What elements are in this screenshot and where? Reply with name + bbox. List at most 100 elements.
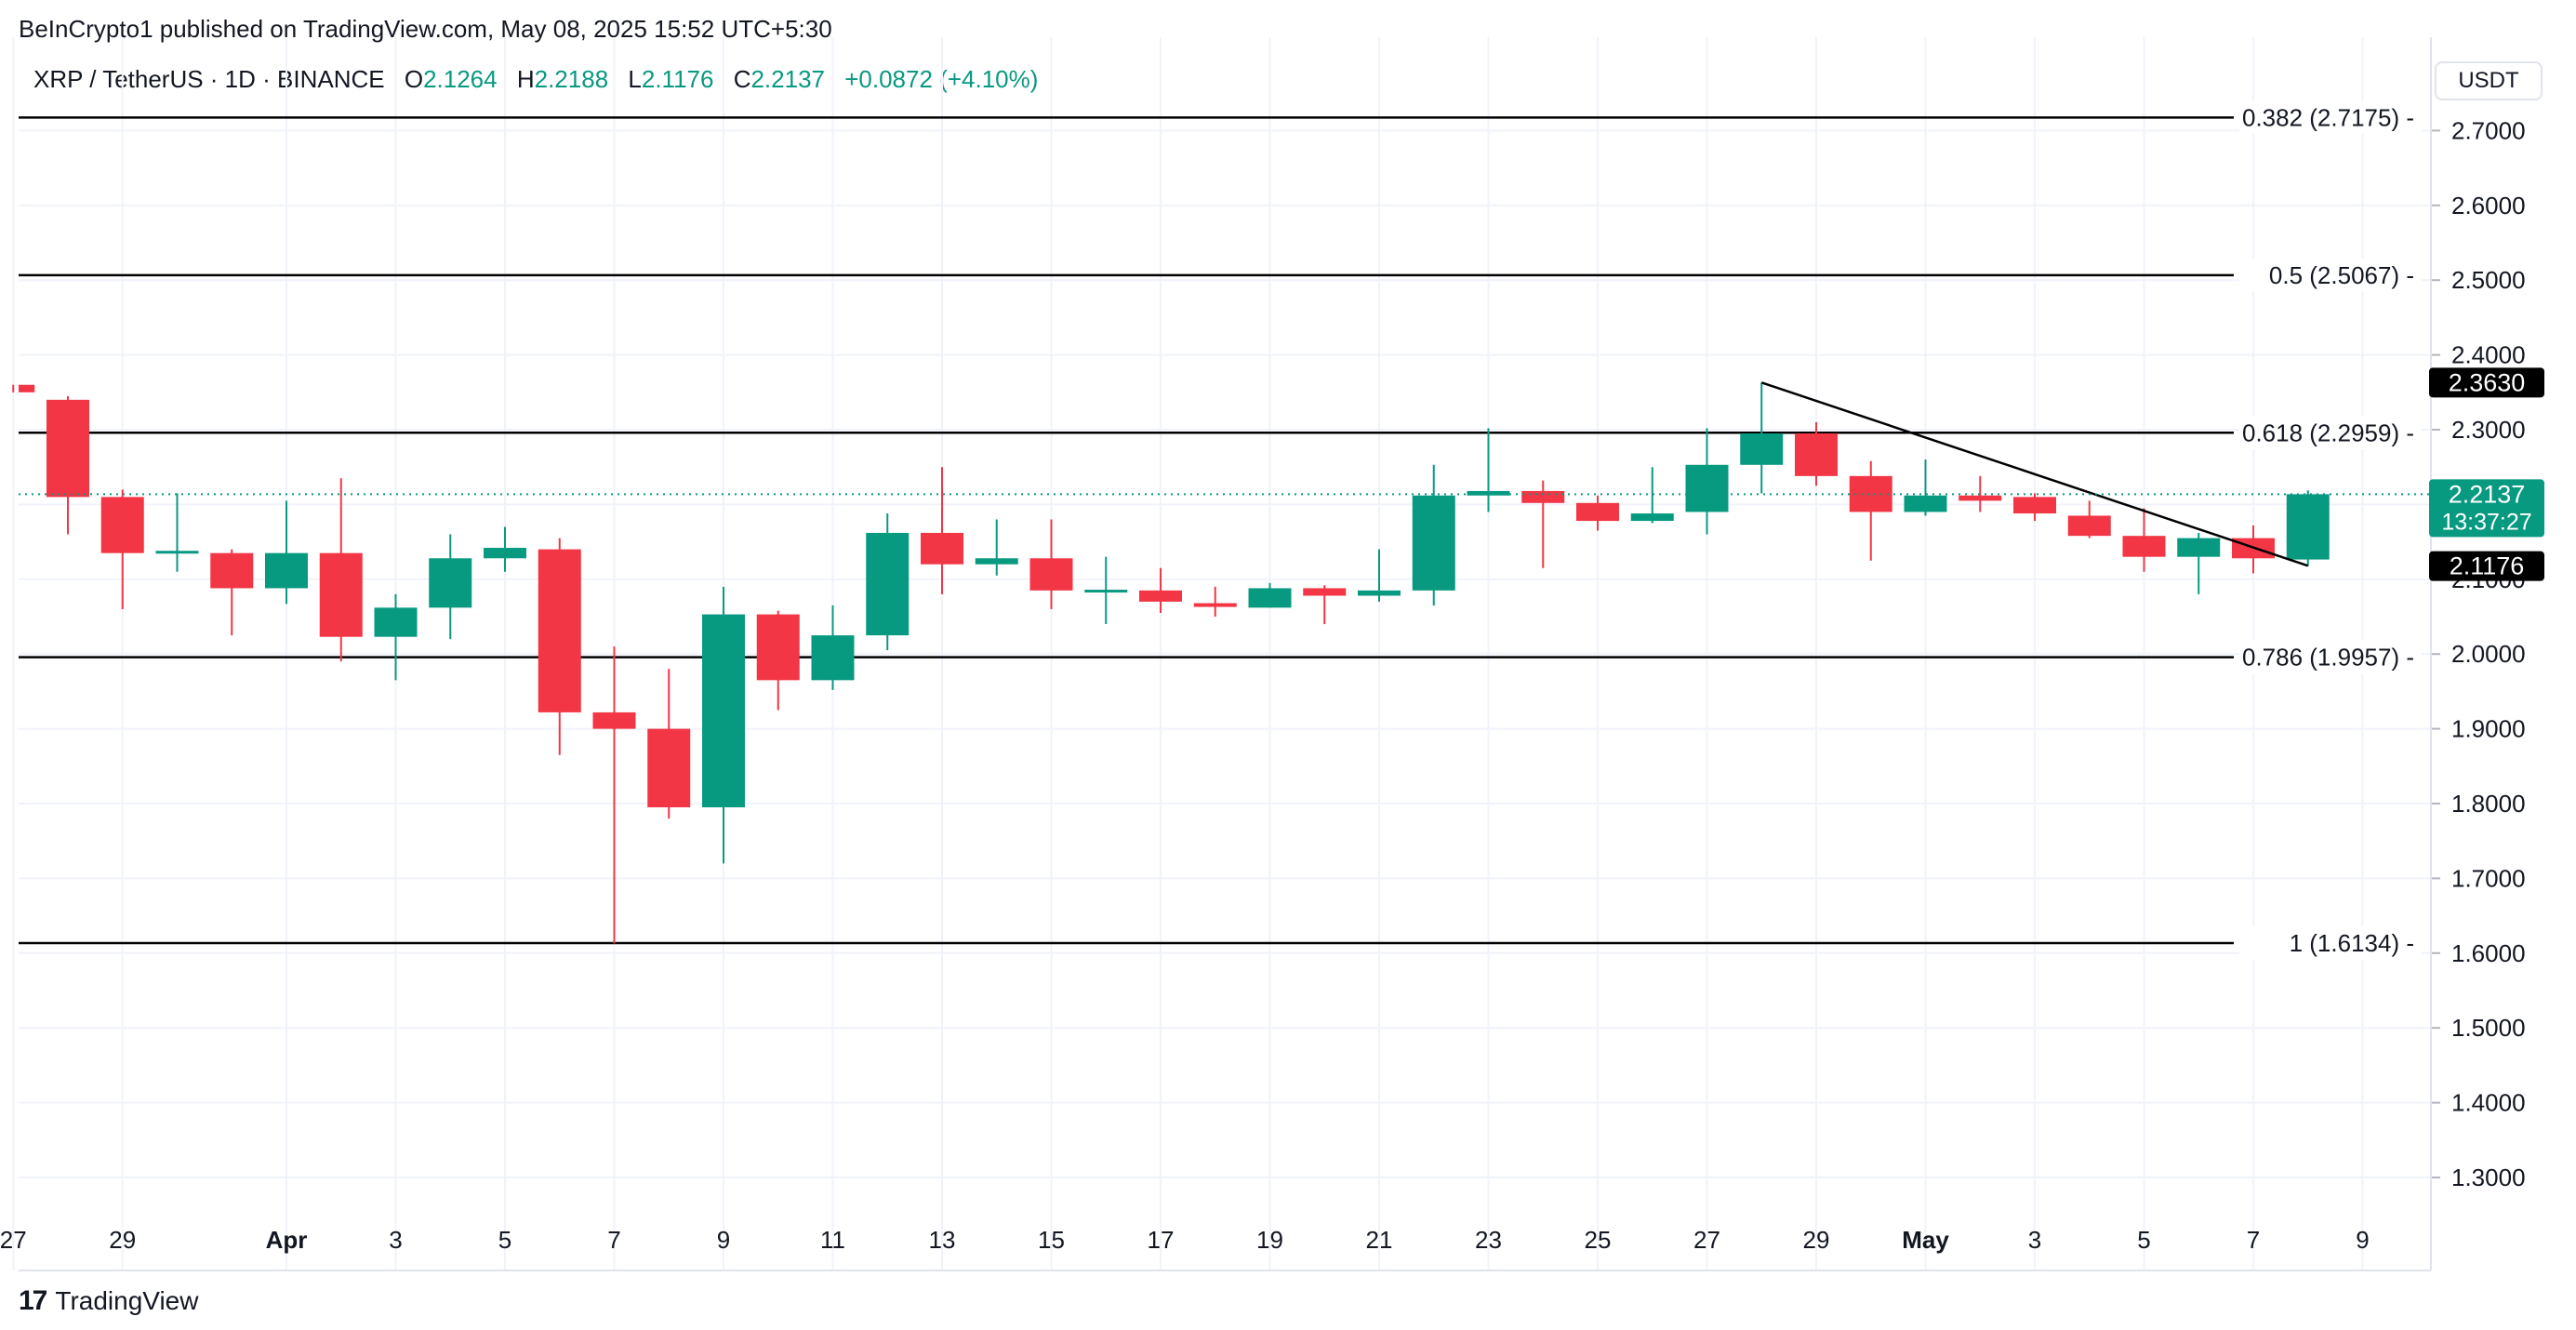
candle-down — [1029, 519, 1073, 609]
y-tick-label: 2.7000 — [2451, 116, 2526, 144]
candle-body — [1248, 588, 1292, 608]
candle-down — [1576, 495, 1619, 531]
candle-body — [100, 497, 144, 553]
candle-body — [1193, 603, 1237, 607]
candle-body — [756, 614, 800, 681]
overlays — [19, 381, 2431, 567]
descending-trendline — [1760, 381, 2309, 567]
low-value: 2.1176 — [641, 65, 714, 93]
x-tick-label: 11 — [820, 1226, 845, 1254]
candle-body — [811, 635, 855, 681]
candle-up — [1412, 464, 1455, 605]
candle-body — [210, 552, 254, 589]
high-value: 2.2188 — [534, 65, 609, 93]
x-tick-label: 29 — [109, 1226, 136, 1254]
candle-body — [265, 552, 308, 589]
high-price-marker-bg — [2429, 367, 2544, 398]
x-tick-label: 29 — [1803, 1226, 1830, 1254]
symbol-name[interactable]: XRP / TetherUS · 1D · BINANCE — [33, 65, 385, 93]
x-tick-label: 23 — [1475, 1226, 1502, 1254]
y-tick-label: 1.6000 — [2451, 939, 2526, 967]
low-label: L — [628, 65, 642, 93]
candle-body — [1685, 464, 1729, 512]
open-value: 2.1264 — [423, 65, 498, 93]
close-value: 2.2137 — [750, 65, 825, 93]
candle-up — [1358, 549, 1401, 602]
candle-body — [374, 607, 418, 637]
axes: 1.3000 1.4000 1.5000 1.6000 1.7000 1.8000 1.90… — [0, 37, 2544, 1271]
candle-body — [1084, 590, 1128, 593]
candle-body — [2177, 538, 2221, 557]
candle-up — [1248, 582, 1292, 608]
y-tick-label: 2.0000 — [2451, 640, 2526, 668]
candle-up — [2286, 490, 2330, 566]
tradingview-logo[interactable]: 17 TradingView — [19, 1285, 198, 1317]
candle-up — [2177, 532, 2221, 594]
candle-up — [374, 593, 418, 681]
open-label: O — [404, 65, 424, 93]
x-tick-label: 7 — [2247, 1226, 2260, 1254]
candle-down — [2013, 493, 2056, 522]
candle-body — [1904, 495, 1947, 512]
fib-levels: 0.382 (2.7175) - 0.5 (2.5067) - 0.618 (2.2… — [19, 100, 2422, 961]
y-tick-label: 2.5000 — [2451, 266, 2526, 294]
candle-body — [1576, 502, 1619, 522]
current-price-marker-bg — [2429, 479, 2544, 538]
x-tick-label: 3 — [2028, 1226, 2041, 1254]
x-tick-label: 15 — [1038, 1226, 1065, 1254]
currency-button[interactable]: USDT — [2435, 61, 2543, 100]
candle-up — [1740, 382, 1784, 494]
fib-label-bg — [2239, 258, 2422, 292]
y-tick-label: 1.9000 — [2451, 715, 2526, 743]
candle-body — [647, 728, 691, 808]
candle-body — [2013, 497, 2056, 514]
candle-body — [921, 532, 963, 565]
current-price-marker-countdown: 13:37:27 — [2441, 509, 2531, 535]
x-tick-label: 25 — [1585, 1226, 1612, 1254]
candle-body — [866, 532, 910, 636]
candle-body — [1467, 490, 1510, 496]
candle-body — [702, 614, 745, 808]
candle-down — [2122, 508, 2166, 572]
candle-body — [975, 558, 1018, 565]
fib-label-bg — [2239, 640, 2422, 674]
candle-body — [46, 399, 89, 498]
candle-body — [2286, 494, 2330, 560]
candle-body — [429, 558, 472, 608]
candle-down — [1849, 460, 1892, 561]
candle-up — [1630, 467, 1674, 524]
fib-label-bg — [2239, 416, 2422, 450]
x-tick-label: 19 — [1256, 1226, 1283, 1254]
tradingview-logo-icon: 17 — [19, 1285, 47, 1316]
fib-label-bg — [2239, 100, 2422, 135]
candle-down — [756, 610, 800, 711]
candle-up — [1467, 428, 1510, 512]
x-tick-label: May — [1902, 1226, 1949, 1254]
grid-lines — [12, 37, 2431, 1270]
candle-body — [1139, 590, 1182, 602]
y-tick-label: 1.8000 — [2451, 790, 2526, 818]
x-tick-label: 27 — [1693, 1226, 1720, 1254]
x-tick-label: 13 — [929, 1226, 956, 1254]
fib-level-label: 0.786 (1.9957) - — [2242, 644, 2414, 672]
candle-down — [2232, 525, 2275, 574]
fib-label-bg — [2239, 926, 2422, 961]
candle-down — [592, 646, 636, 944]
fib-level-label: 1 (1.6134) - — [2290, 929, 2414, 957]
candle-down — [100, 489, 144, 609]
x-tick-label: 27 — [0, 1226, 27, 1254]
y-tick-label: 1.5000 — [2451, 1014, 2526, 1042]
candle-body — [1303, 588, 1347, 596]
candle-down — [1139, 567, 1182, 613]
candles — [12, 382, 2330, 944]
publisher-header: BeInCrypto1 published on TradingView.com… — [19, 15, 832, 43]
fib-level-label: 0.5 (2.5067) - — [2269, 261, 2414, 289]
low-price-marker-bg — [2429, 551, 2544, 581]
candle-up — [1904, 459, 1947, 516]
candle-body — [1521, 490, 1565, 503]
y-tick-label: 1.4000 — [2451, 1089, 2526, 1117]
candle-down — [46, 395, 89, 535]
y-tick-label: 2.6000 — [2451, 192, 2526, 219]
candle-down — [1959, 475, 2002, 512]
